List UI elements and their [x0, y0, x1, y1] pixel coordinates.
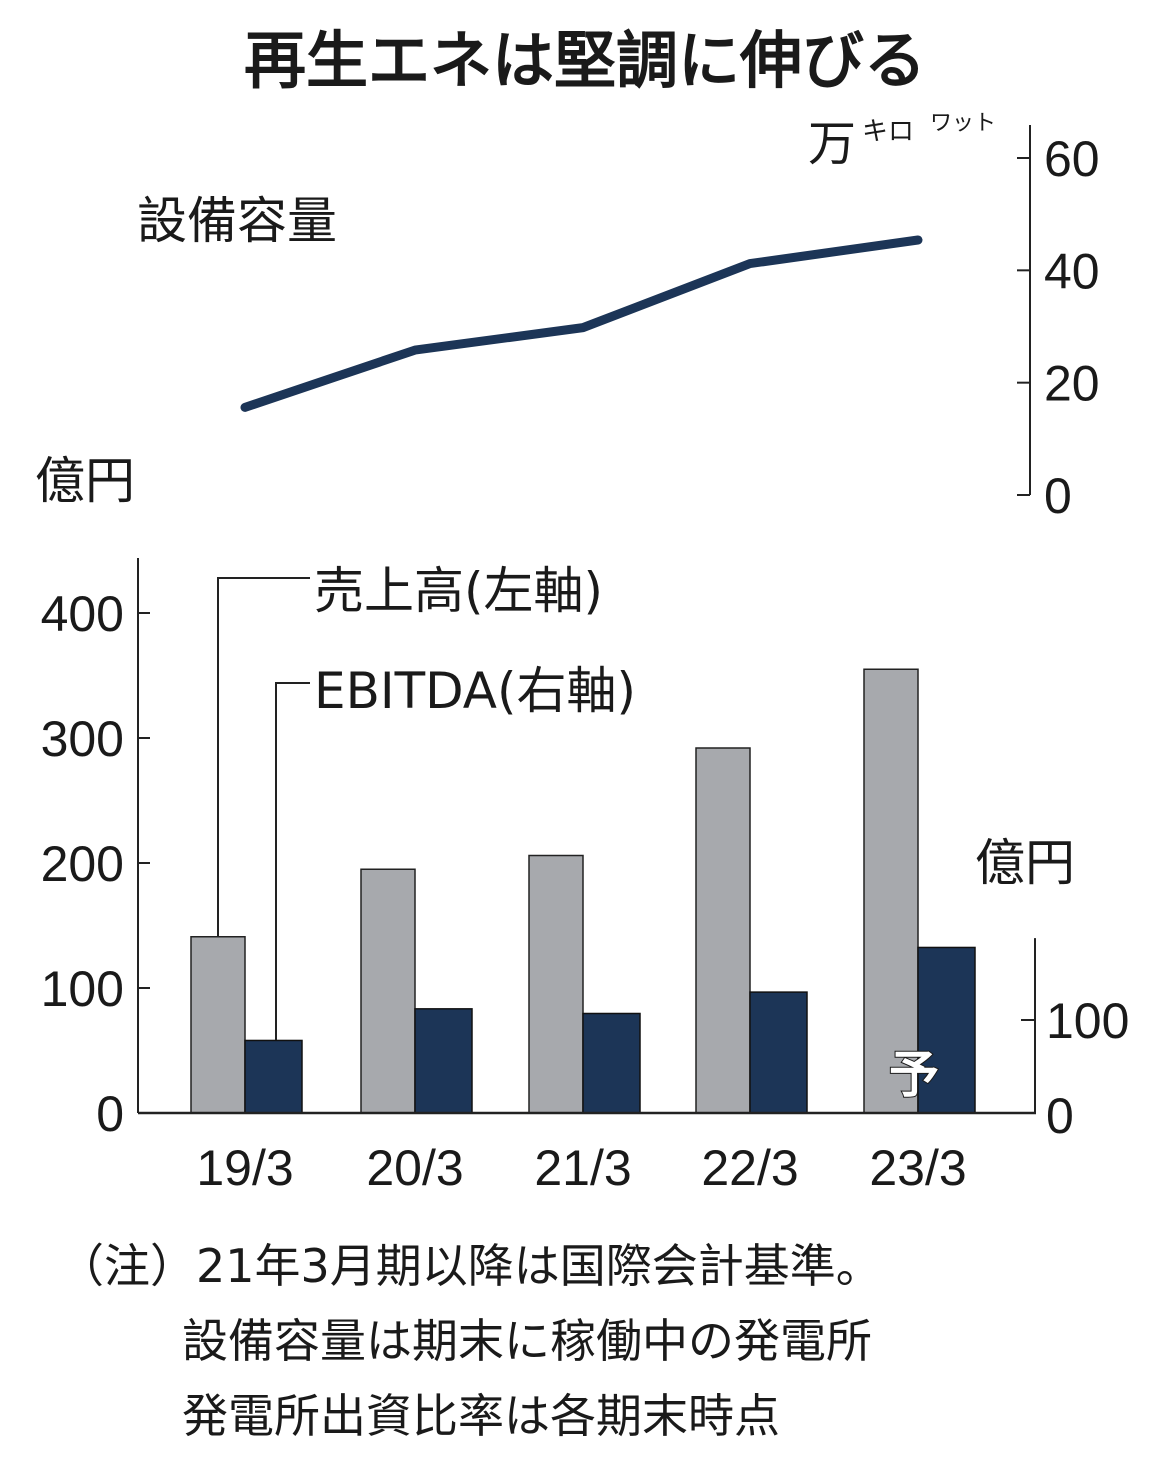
chart-title: 再生エネは堅調に伸びる — [244, 24, 926, 97]
category-label: 21/3 — [534, 1140, 631, 1196]
note-line-3: 発電所出資比率は各期末時点 — [182, 1389, 780, 1443]
category-labels: 19/3 20/3 21/3 22/3 23/3 — [196, 1140, 966, 1196]
category-label: 22/3 — [701, 1140, 798, 1196]
left-tick-label: 400 — [41, 586, 124, 642]
capacity-line-group — [240, 235, 923, 412]
ebitda-bar — [749, 991, 808, 1114]
capacity-unit-main: 万 — [808, 116, 856, 172]
left-unit-label: 億円 — [35, 452, 135, 510]
right-tick-label: 0 — [1046, 1088, 1074, 1144]
bar-group — [190, 668, 976, 1114]
ebitda-bar — [414, 1008, 473, 1114]
capacity-tick-label: 40 — [1044, 243, 1100, 299]
ebitda-bar — [244, 1039, 303, 1114]
left-tick-label: 300 — [41, 711, 124, 767]
left-tick-label: 100 — [41, 961, 124, 1017]
note-line-1: （注）21年3月期以降は国際会計基準。 — [58, 1239, 882, 1293]
capacity-unit-kilo: キロ — [862, 117, 914, 147]
right-unit-label: 億円 — [975, 834, 1075, 892]
legend: 売上高(左軸) EBITDA(右軸) — [217, 562, 636, 1040]
category-label: 23/3 — [869, 1140, 966, 1196]
forecast-marker: 予 — [889, 1046, 939, 1104]
capacity-series-label: 設備容量 — [137, 192, 337, 250]
capacity-unit-watt: ワット — [930, 111, 996, 136]
sales-bar — [695, 747, 751, 1114]
capacity-axis: 0 20 40 60 — [1017, 125, 1100, 524]
category-label: 19/3 — [196, 1140, 293, 1196]
sales-bar — [863, 668, 919, 1114]
legend-leader-ebitda — [275, 682, 310, 1040]
right-tick-label: 100 — [1046, 993, 1129, 1049]
note-line-2: 設備容量は期末に稼働中の発電所 — [182, 1314, 872, 1368]
category-label: 20/3 — [366, 1140, 463, 1196]
sales-bar — [528, 854, 584, 1114]
sales-bar — [190, 936, 246, 1114]
left-tick-label: 200 — [41, 836, 124, 892]
sales-bar — [360, 868, 416, 1114]
capacity-tick-label: 60 — [1044, 131, 1100, 187]
ebitda-bar — [582, 1012, 641, 1114]
left-tick-label: 0 — [96, 1086, 124, 1142]
legend-leader-sales — [217, 577, 310, 937]
capacity-tick-label: 20 — [1044, 356, 1100, 412]
bar-axes: 0 100 200 300 400 0 100 — [41, 558, 1129, 1144]
legend-sales: 売上高(左軸) — [314, 562, 603, 620]
capacity-line — [240, 235, 923, 412]
capacity-tick-label: 0 — [1044, 468, 1072, 524]
legend-ebitda: EBITDA(右軸) — [314, 662, 636, 720]
